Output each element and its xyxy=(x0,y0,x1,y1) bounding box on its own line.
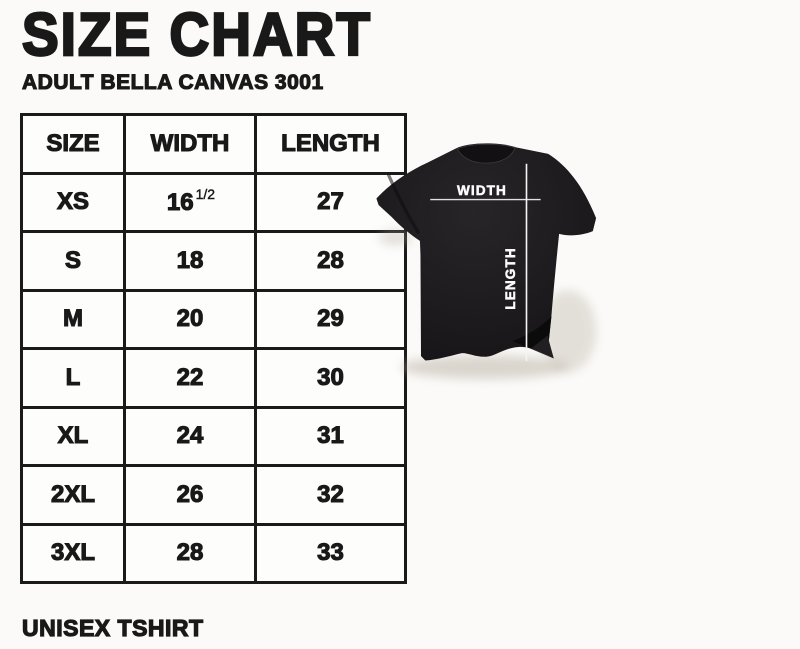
size-cell: L xyxy=(20,347,126,409)
length-cell: 29 xyxy=(254,288,407,350)
size-table: SIZE WIDTH LENGTH XS 16 1/2 27 S 18 28 M … xyxy=(20,113,407,584)
width-cell: 16 1/2 xyxy=(123,171,257,233)
size-cell: XL xyxy=(20,405,126,467)
size-cell: S xyxy=(20,230,126,292)
page-title: SIZE CHART xyxy=(21,0,372,70)
width-fraction: 1/2 xyxy=(195,185,216,202)
hem-fold-highlight xyxy=(530,335,554,359)
width-cell: 18 xyxy=(123,230,257,292)
size-cell: 2XL xyxy=(20,464,126,526)
table-row-2xl: 2XL 26 32 xyxy=(20,464,407,526)
width-measure-label: WIDTH xyxy=(457,183,507,198)
length-cell: 30 xyxy=(254,347,407,409)
column-header-width: WIDTH xyxy=(123,113,257,175)
size-cell: M xyxy=(20,288,126,350)
tshirt-shape xyxy=(376,143,597,361)
table-row-s: S 18 28 xyxy=(20,230,407,292)
table-row-m: M 20 29 xyxy=(20,288,407,350)
footer-note: UNISEX TSHIRT xyxy=(21,614,204,641)
length-cell: 32 xyxy=(254,464,407,526)
collar xyxy=(456,143,516,164)
size-table-header-row: SIZE WIDTH LENGTH xyxy=(20,113,407,175)
length-measure-label: LENGTH xyxy=(503,247,518,309)
page-subtitle: ADULT BELLA CANVAS 3001 xyxy=(21,70,324,94)
length-cell: 31 xyxy=(254,405,407,467)
column-header-length: LENGTH xyxy=(254,113,407,175)
size-cell: 3XL xyxy=(20,522,126,584)
column-header-size: SIZE xyxy=(20,113,126,175)
width-cell: 24 xyxy=(123,405,257,467)
table-row-3xl: 3XL 28 33 xyxy=(20,522,407,584)
sleeve-crease xyxy=(386,173,421,235)
size-cell: XS xyxy=(20,171,126,233)
tshirt-illustration: WIDTH LENGTH xyxy=(376,143,597,380)
width-cell: 28 xyxy=(123,522,257,584)
table-row-xs: XS 16 1/2 27 xyxy=(20,171,407,233)
width-cell: 20 xyxy=(123,288,257,350)
length-cell: 33 xyxy=(254,522,407,584)
table-row-l: L 22 30 xyxy=(20,347,407,409)
width-cell: 22 xyxy=(123,347,257,409)
table-row-xl: XL 24 31 xyxy=(20,405,407,467)
width-cell: 26 xyxy=(123,464,257,526)
